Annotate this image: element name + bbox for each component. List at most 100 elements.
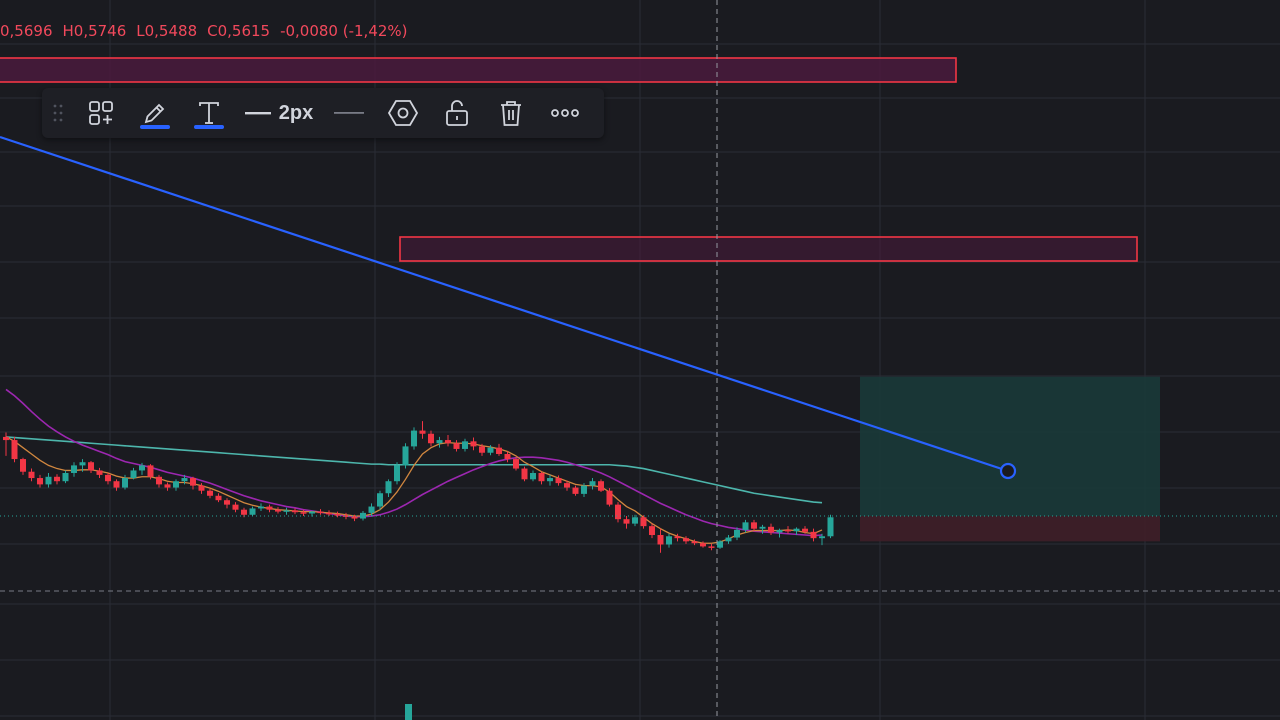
take-profit-zone (860, 376, 1160, 517)
candle-body (3, 436, 9, 441)
candle-body (623, 519, 630, 524)
candle-body (768, 526, 774, 533)
candle-body (88, 462, 94, 471)
pencil-color-indicator (140, 125, 170, 129)
candle-body (666, 536, 672, 545)
candle-body (734, 529, 740, 538)
unlock-icon[interactable] (430, 88, 484, 138)
candle-body (632, 517, 638, 524)
candle-body (215, 495, 222, 501)
candle-body (130, 470, 137, 479)
candle-body (436, 440, 443, 444)
candle-body (96, 470, 103, 475)
candle-body (71, 465, 77, 473)
candle-body (708, 546, 715, 548)
candle-body (691, 541, 698, 544)
candle-body (445, 440, 451, 444)
candle-body (479, 446, 485, 453)
candle-body (266, 506, 273, 510)
moving-average-mid (5, 388, 823, 537)
candle-body (742, 522, 749, 530)
candle-body (385, 481, 392, 494)
candle-body (428, 433, 434, 444)
candle-body (470, 441, 477, 447)
line-width-button[interactable]: 2px (236, 88, 322, 138)
candle-body (249, 508, 256, 515)
trash-icon[interactable] (484, 88, 538, 138)
candle-body (598, 481, 604, 491)
settings-icon[interactable] (376, 88, 430, 138)
candle-body (819, 536, 825, 539)
line-style-icon[interactable] (322, 88, 376, 138)
candle-body (572, 487, 579, 494)
candle-body (547, 478, 553, 482)
candle-body (224, 500, 230, 505)
candle-body (402, 446, 409, 466)
candle-body (181, 478, 188, 482)
candle-body (640, 517, 647, 527)
candle-body (496, 447, 502, 454)
moving-average-fast (5, 436, 823, 544)
candle-body (827, 517, 834, 537)
text-color-indicator (194, 125, 224, 129)
drag-handle-icon[interactable] (42, 88, 74, 138)
candle-body (725, 537, 732, 542)
candle-body (79, 462, 86, 466)
candle-body (785, 529, 791, 532)
candle-body (683, 538, 689, 542)
candle-body (487, 447, 494, 453)
ohlc-open: 0,5696 (0, 22, 53, 40)
more-icon[interactable] (538, 88, 592, 138)
ohlc-close: C0,5615 (207, 22, 271, 40)
trendline (0, 135, 1009, 473)
candle-body (20, 459, 26, 472)
drawing-toolbar: 2px (42, 88, 604, 138)
line-width-label: 2px (278, 101, 314, 124)
candle-body (793, 528, 800, 532)
candle-body (615, 504, 621, 520)
candle-body (241, 509, 247, 515)
candle-body (394, 465, 400, 482)
candle-body (258, 506, 264, 509)
candle-body (513, 459, 519, 469)
candle-body (504, 454, 511, 460)
candle-body (173, 481, 179, 488)
resistance-zone-lower (399, 236, 1138, 262)
candle-body (759, 526, 766, 529)
candle-body (45, 476, 52, 485)
candle-body (351, 516, 358, 519)
candle-body (411, 430, 417, 447)
template-icon[interactable] (74, 88, 128, 138)
pencil-icon[interactable] (128, 88, 182, 138)
candle-body (309, 511, 315, 514)
candle-body (207, 490, 213, 496)
candle-body (275, 509, 281, 512)
candle-body (776, 529, 783, 533)
resistance-zone-upper (0, 57, 957, 83)
candle-body (28, 471, 35, 479)
candle-body (377, 493, 383, 507)
candle-body (360, 512, 366, 519)
candle-body (334, 514, 341, 516)
candle-body (190, 478, 196, 486)
candle-body (54, 476, 60, 482)
text-icon[interactable] (182, 88, 236, 138)
ohlc-high: H0,5746 (62, 22, 127, 40)
trendline-handle[interactable] (999, 462, 1017, 480)
candle-body (164, 484, 171, 488)
candle-body (326, 512, 332, 515)
candle-body (11, 440, 18, 460)
candle-body (37, 478, 43, 485)
candle-body (700, 543, 706, 547)
candle-body (283, 510, 290, 512)
candle-body (657, 535, 664, 545)
candle-body (589, 481, 596, 486)
drawings[interactable] (0, 57, 1160, 542)
candle-body (156, 476, 162, 485)
candle-body (343, 515, 349, 517)
candle-body (453, 443, 460, 449)
ohlc-low: L0,5488 (136, 22, 198, 40)
candle-body (300, 512, 307, 514)
